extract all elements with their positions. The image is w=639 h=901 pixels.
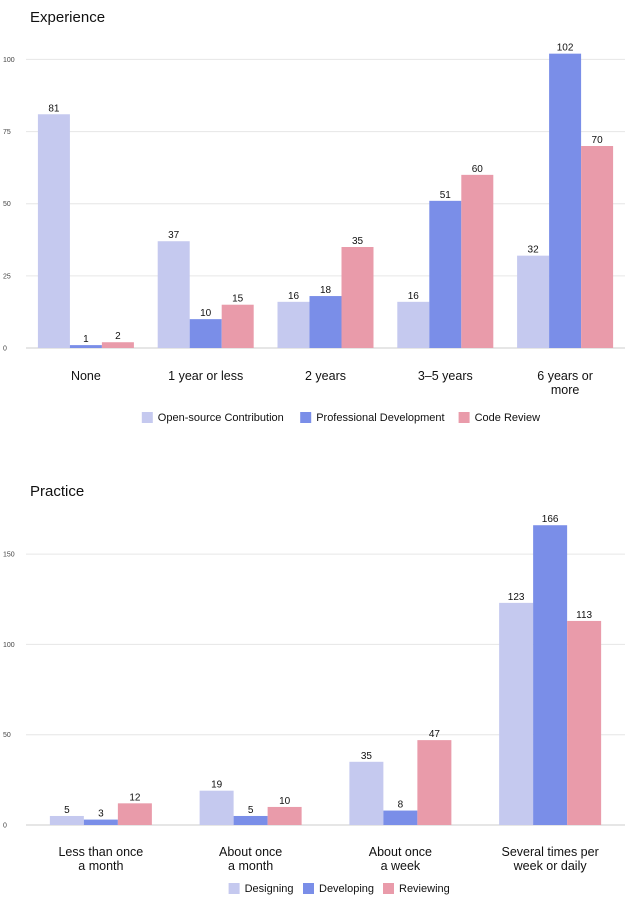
bar bbox=[83, 819, 118, 825]
data-label: 1 bbox=[83, 334, 89, 345]
x-tick-label: Several times per bbox=[501, 845, 598, 859]
bar bbox=[383, 810, 418, 825]
data-label: 166 bbox=[542, 514, 559, 525]
legend-label: Professional Development bbox=[316, 412, 444, 424]
x-tick-label: 1 year or less bbox=[168, 369, 243, 383]
x-tick-label: week or daily bbox=[513, 859, 588, 873]
data-label: 5 bbox=[64, 805, 70, 816]
data-label: 15 bbox=[232, 294, 244, 305]
data-label: 16 bbox=[408, 291, 420, 302]
bar bbox=[189, 319, 222, 348]
x-tick-label: About once bbox=[369, 845, 432, 859]
bar bbox=[549, 53, 582, 349]
bar bbox=[233, 815, 268, 825]
y-tick-label: 75 bbox=[3, 129, 11, 136]
bar bbox=[461, 174, 494, 348]
bar bbox=[429, 200, 462, 348]
legend-label: Developing bbox=[319, 883, 374, 895]
bar bbox=[277, 301, 310, 348]
bar bbox=[49, 815, 84, 825]
data-label: 60 bbox=[472, 164, 484, 175]
data-label: 3 bbox=[98, 809, 104, 820]
bar bbox=[101, 342, 134, 348]
data-label: 123 bbox=[508, 592, 525, 603]
y-tick-label: 25 bbox=[3, 273, 11, 280]
legend-label: Code Review bbox=[475, 412, 540, 424]
y-tick-label: 100 bbox=[3, 642, 15, 649]
legend-label: Designing bbox=[245, 883, 294, 895]
chart-title: Experience bbox=[30, 9, 105, 26]
data-label: 18 bbox=[320, 285, 332, 296]
bar bbox=[417, 740, 452, 825]
bar bbox=[37, 114, 70, 348]
bar bbox=[267, 806, 302, 825]
bar bbox=[309, 296, 342, 348]
data-label: 32 bbox=[528, 245, 540, 256]
x-tick-label: more bbox=[551, 383, 580, 397]
data-label: 2 bbox=[115, 331, 121, 342]
x-tick-label: None bbox=[71, 369, 101, 383]
legend-swatch bbox=[300, 412, 312, 423]
data-label: 35 bbox=[361, 751, 373, 762]
data-label: 5 bbox=[248, 805, 254, 816]
data-label: 10 bbox=[279, 796, 291, 807]
bar bbox=[341, 247, 374, 348]
y-tick-label: 150 bbox=[3, 552, 15, 559]
data-label: 81 bbox=[48, 103, 60, 114]
bar bbox=[221, 304, 254, 348]
bar bbox=[567, 620, 602, 825]
data-label: 70 bbox=[592, 135, 604, 146]
data-label: 19 bbox=[211, 780, 223, 791]
x-tick-label: About once bbox=[219, 845, 282, 859]
x-tick-label: a month bbox=[228, 859, 273, 873]
y-tick-label: 0 bbox=[3, 823, 7, 830]
data-label: 16 bbox=[288, 291, 300, 302]
y-tick-label: 50 bbox=[3, 732, 11, 739]
bar bbox=[533, 525, 568, 825]
data-label: 8 bbox=[398, 800, 404, 811]
chart-title: Practice bbox=[30, 483, 84, 500]
legend-swatch bbox=[458, 412, 470, 423]
x-tick-label: Less than once bbox=[58, 845, 143, 859]
bar bbox=[117, 803, 152, 825]
y-tick-label: 0 bbox=[3, 346, 7, 353]
data-label: 102 bbox=[557, 43, 574, 54]
data-label: 47 bbox=[429, 729, 441, 740]
bar bbox=[397, 301, 430, 348]
data-label: 37 bbox=[168, 230, 180, 241]
bar bbox=[199, 790, 234, 825]
bar bbox=[69, 345, 102, 348]
experience-chart: Experience 0 25 50 75 100 81 1 2 None 37 10 15 1 yea… bbox=[3, 9, 625, 424]
data-label: 12 bbox=[129, 792, 141, 803]
y-tick-label: 100 bbox=[3, 57, 15, 64]
bar bbox=[581, 146, 614, 348]
legend-swatch bbox=[303, 883, 314, 894]
legend-swatch bbox=[228, 883, 240, 894]
legend-swatch bbox=[141, 412, 153, 423]
bar bbox=[157, 241, 190, 348]
data-label: 10 bbox=[200, 308, 212, 319]
bar bbox=[499, 602, 534, 825]
x-tick-label: a month bbox=[78, 859, 123, 873]
legend-label: Reviewing bbox=[399, 883, 450, 895]
data-label: 35 bbox=[352, 236, 364, 247]
y-tick-label: 50 bbox=[3, 201, 11, 208]
data-label: 113 bbox=[576, 610, 592, 621]
x-tick-label: 2 years bbox=[305, 369, 346, 383]
x-tick-label: a week bbox=[381, 859, 421, 873]
bar bbox=[517, 255, 550, 348]
x-tick-label: 6 years or bbox=[537, 369, 593, 383]
x-tick-label: 3–5 years bbox=[418, 369, 473, 383]
legend-swatch bbox=[383, 883, 394, 894]
bar bbox=[349, 761, 384, 825]
legend-label: Open-source Contribution bbox=[158, 412, 284, 424]
data-label: 51 bbox=[440, 190, 452, 201]
